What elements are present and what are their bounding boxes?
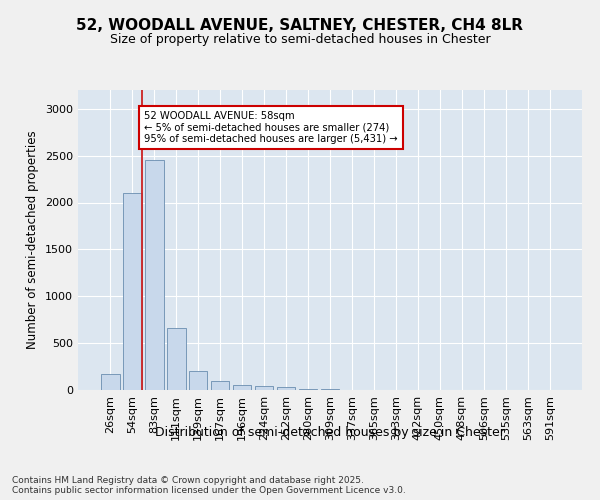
Bar <box>255 386 274 390</box>
Bar <box>145 160 164 390</box>
Bar <box>299 388 317 390</box>
Bar <box>277 387 295 390</box>
Text: Distribution of semi-detached houses by size in Chester: Distribution of semi-detached houses by … <box>155 426 505 439</box>
Bar <box>189 371 208 390</box>
Bar <box>211 381 229 390</box>
Bar <box>167 328 185 390</box>
Bar <box>123 193 142 390</box>
Text: 52, WOODALL AVENUE, SALTNEY, CHESTER, CH4 8LR: 52, WOODALL AVENUE, SALTNEY, CHESTER, CH… <box>77 18 523 32</box>
Bar <box>233 385 251 390</box>
Text: Size of property relative to semi-detached houses in Chester: Size of property relative to semi-detach… <box>110 32 490 46</box>
Text: 52 WOODALL AVENUE: 58sqm
← 5% of semi-detached houses are smaller (274)
95% of s: 52 WOODALL AVENUE: 58sqm ← 5% of semi-de… <box>145 110 398 144</box>
Text: Contains HM Land Registry data © Crown copyright and database right 2025.
Contai: Contains HM Land Registry data © Crown c… <box>12 476 406 495</box>
Bar <box>320 389 340 390</box>
Bar <box>101 374 119 390</box>
Y-axis label: Number of semi-detached properties: Number of semi-detached properties <box>26 130 40 350</box>
